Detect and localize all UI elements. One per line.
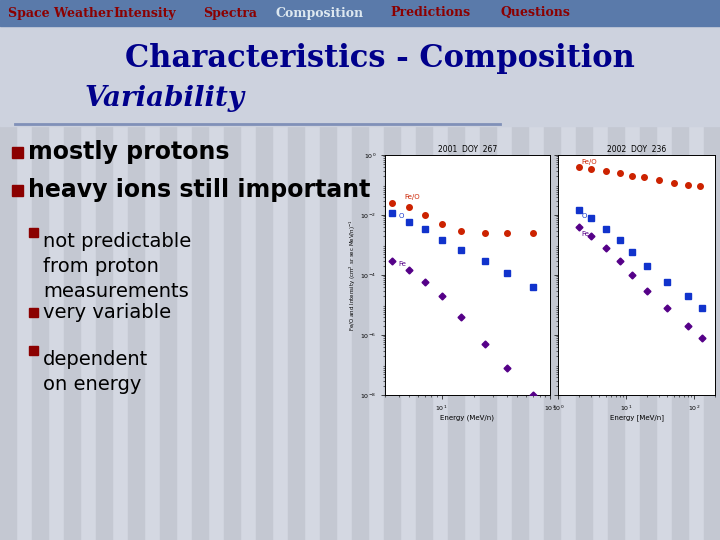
Text: Characteristics - Composition: Characteristics - Composition <box>125 43 635 73</box>
X-axis label: Energy [MeV/n]: Energy [MeV/n] <box>610 415 664 421</box>
Bar <box>192 0 208 540</box>
Text: Composition: Composition <box>276 6 364 19</box>
Bar <box>29 307 37 316</box>
Bar <box>704 0 720 540</box>
Text: mostly protons: mostly protons <box>28 140 230 164</box>
Bar <box>29 227 37 237</box>
Text: Fe/O: Fe/O <box>581 159 597 165</box>
Text: Variability: Variability <box>85 84 245 111</box>
Bar <box>352 0 368 540</box>
Bar <box>576 0 592 540</box>
Text: Fe/O: Fe/O <box>404 194 420 200</box>
Bar <box>448 0 464 540</box>
Bar <box>160 0 176 540</box>
Bar <box>256 0 272 540</box>
Title: 2001  DOY  267: 2001 DOY 267 <box>438 145 497 154</box>
Bar <box>0 0 16 540</box>
Text: dependent
on energy: dependent on energy <box>43 350 148 394</box>
Bar <box>320 0 336 540</box>
Bar <box>32 0 48 540</box>
Bar <box>96 0 112 540</box>
Bar <box>0 0 720 26</box>
X-axis label: Energy (MeV/n): Energy (MeV/n) <box>441 415 495 421</box>
Text: not predictable
from proton
measurements: not predictable from proton measurements <box>43 232 192 301</box>
Bar <box>288 0 304 540</box>
Text: Spectra: Spectra <box>203 6 257 19</box>
Bar <box>608 0 624 540</box>
Bar <box>12 185 22 195</box>
Bar <box>672 0 688 540</box>
Bar <box>64 0 80 540</box>
Text: heavy ions still important: heavy ions still important <box>28 178 370 202</box>
Bar <box>12 146 22 158</box>
Title: 2002  DOY  236: 2002 DOY 236 <box>607 145 666 154</box>
Text: Predictions: Predictions <box>390 6 470 19</box>
Bar <box>384 0 400 540</box>
Text: very variable: very variable <box>43 302 171 321</box>
Bar <box>544 0 560 540</box>
Bar <box>640 0 656 540</box>
Y-axis label: Fe/O and Intensity (cm$^2$ sr sec MeV/n)$^{-1}$: Fe/O and Intensity (cm$^2$ sr sec MeV/n)… <box>348 219 359 331</box>
Bar <box>0 26 720 126</box>
Bar <box>416 0 432 540</box>
Bar <box>128 0 144 540</box>
Text: Intensity: Intensity <box>114 6 176 19</box>
Text: O: O <box>399 213 404 219</box>
Text: Fe: Fe <box>581 231 589 237</box>
Bar <box>512 0 528 540</box>
Text: Fe: Fe <box>399 261 406 267</box>
Bar <box>29 346 37 354</box>
Bar <box>480 0 496 540</box>
Text: O: O <box>581 213 587 219</box>
Text: Questions: Questions <box>500 6 570 19</box>
Bar <box>224 0 240 540</box>
Text: Space Weather: Space Weather <box>8 6 112 19</box>
